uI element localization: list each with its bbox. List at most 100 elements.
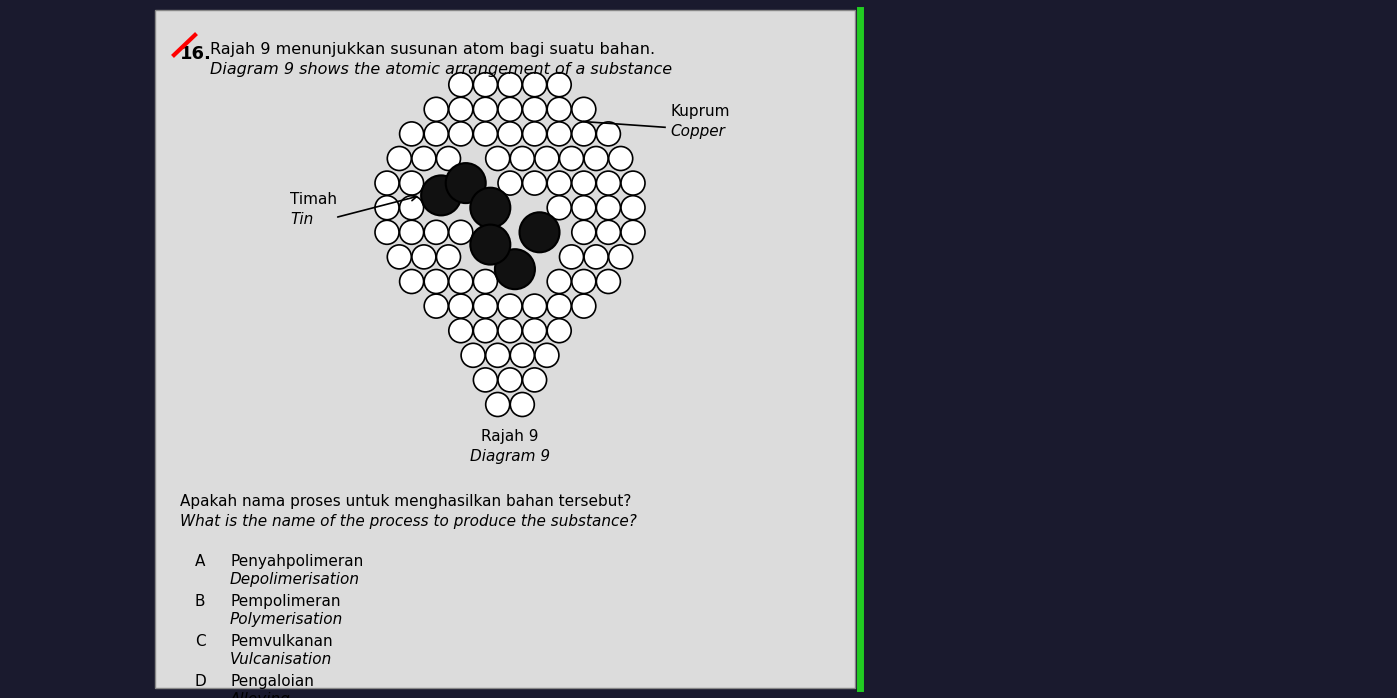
Circle shape: [535, 147, 559, 170]
Circle shape: [522, 294, 546, 318]
Circle shape: [560, 245, 584, 269]
Circle shape: [497, 319, 522, 343]
Circle shape: [571, 171, 595, 195]
Circle shape: [474, 294, 497, 318]
Circle shape: [400, 269, 423, 293]
Circle shape: [622, 171, 645, 195]
Text: Timah: Timah: [291, 192, 337, 207]
Circle shape: [412, 245, 436, 269]
Text: Diagram 9 shows the atomic arrangement of a substance: Diagram 9 shows the atomic arrangement o…: [210, 62, 672, 77]
Circle shape: [548, 97, 571, 121]
Circle shape: [622, 195, 645, 220]
Circle shape: [522, 368, 546, 392]
Text: Penyahpolimeran: Penyahpolimeran: [231, 554, 363, 569]
Circle shape: [446, 163, 486, 203]
Circle shape: [374, 195, 400, 220]
Text: B: B: [196, 594, 205, 609]
Text: A: A: [196, 554, 205, 569]
Circle shape: [400, 195, 423, 220]
Text: C: C: [196, 634, 205, 649]
Circle shape: [497, 97, 522, 121]
Circle shape: [448, 221, 472, 244]
Text: Rajah 9 menunjukkan susunan atom bagi suatu bahan.: Rajah 9 menunjukkan susunan atom bagi su…: [210, 42, 655, 57]
Circle shape: [597, 195, 620, 220]
Text: Copper: Copper: [671, 124, 725, 139]
Text: Diagram 9: Diagram 9: [469, 449, 550, 464]
Circle shape: [425, 294, 448, 318]
Circle shape: [412, 147, 436, 170]
Circle shape: [522, 97, 546, 121]
Circle shape: [387, 245, 411, 269]
Circle shape: [597, 221, 620, 244]
Text: Polymerisation: Polymerisation: [231, 612, 344, 627]
Text: Alloying: Alloying: [231, 692, 291, 698]
Circle shape: [522, 122, 546, 146]
Circle shape: [425, 97, 448, 121]
Text: Pempolimeran: Pempolimeran: [231, 594, 341, 609]
Circle shape: [495, 249, 535, 289]
Circle shape: [400, 122, 423, 146]
Circle shape: [571, 269, 595, 293]
Text: Kuprum: Kuprum: [671, 104, 729, 119]
Circle shape: [387, 147, 411, 170]
Circle shape: [400, 171, 423, 195]
Circle shape: [425, 221, 448, 244]
Circle shape: [548, 73, 571, 97]
Circle shape: [420, 175, 461, 216]
Circle shape: [510, 392, 534, 417]
Circle shape: [486, 392, 510, 417]
Circle shape: [448, 294, 472, 318]
Circle shape: [374, 171, 400, 195]
Circle shape: [597, 269, 620, 293]
Circle shape: [471, 188, 510, 228]
Circle shape: [448, 319, 472, 343]
Circle shape: [548, 319, 571, 343]
Circle shape: [448, 97, 472, 121]
Circle shape: [374, 221, 400, 244]
Circle shape: [571, 195, 595, 220]
Bar: [155, 10, 855, 688]
Circle shape: [609, 147, 633, 170]
Text: Vulcanisation: Vulcanisation: [231, 652, 332, 667]
Circle shape: [522, 171, 546, 195]
Circle shape: [548, 122, 571, 146]
Circle shape: [474, 97, 497, 121]
Circle shape: [597, 122, 620, 146]
Text: Apakah nama proses untuk menghasilkan bahan tersebut?: Apakah nama proses untuk menghasilkan ba…: [180, 494, 631, 509]
Text: Pemvulkanan: Pemvulkanan: [231, 634, 332, 649]
Text: Depolimerisation: Depolimerisation: [231, 572, 360, 587]
Circle shape: [486, 343, 510, 367]
Circle shape: [571, 221, 595, 244]
Circle shape: [474, 319, 497, 343]
Circle shape: [486, 147, 510, 170]
Text: D: D: [196, 674, 207, 689]
Circle shape: [510, 343, 534, 367]
Circle shape: [548, 195, 571, 220]
Circle shape: [560, 147, 584, 170]
Text: Tin: Tin: [291, 212, 313, 228]
Circle shape: [520, 212, 560, 252]
Text: Rajah 9: Rajah 9: [481, 429, 539, 444]
Circle shape: [497, 122, 522, 146]
Circle shape: [584, 147, 608, 170]
Circle shape: [425, 122, 448, 146]
Circle shape: [461, 343, 485, 367]
Text: What is the name of the process to produce the substance?: What is the name of the process to produ…: [180, 514, 637, 529]
Circle shape: [474, 269, 497, 293]
Circle shape: [474, 73, 497, 97]
Circle shape: [448, 73, 472, 97]
Circle shape: [497, 73, 522, 97]
Circle shape: [571, 122, 595, 146]
Circle shape: [597, 171, 620, 195]
Text: 16.: 16.: [180, 45, 212, 63]
Circle shape: [448, 269, 472, 293]
Circle shape: [622, 221, 645, 244]
Circle shape: [548, 171, 571, 195]
Circle shape: [436, 147, 461, 170]
Circle shape: [522, 73, 546, 97]
Circle shape: [474, 368, 497, 392]
Circle shape: [571, 97, 595, 121]
Circle shape: [510, 147, 534, 170]
Circle shape: [609, 245, 633, 269]
Circle shape: [400, 221, 423, 244]
